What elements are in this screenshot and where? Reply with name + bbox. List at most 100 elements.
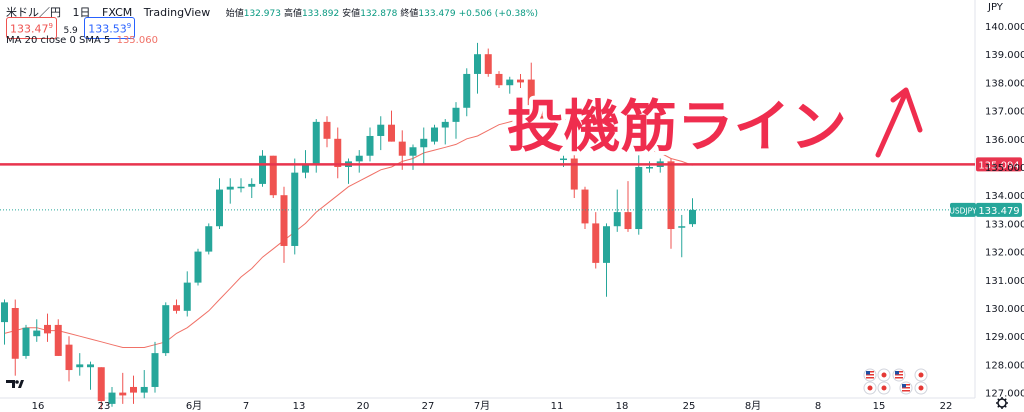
- sell-price-box[interactable]: 133.479: [6, 17, 57, 39]
- candle[interactable]: [388, 110, 395, 142]
- candle[interactable]: [162, 302, 170, 356]
- candle[interactable]: [603, 223, 610, 297]
- tradingview-logo-icon[interactable]: [6, 380, 24, 388]
- candle[interactable]: [506, 76, 514, 94]
- candle[interactable]: [205, 223, 213, 255]
- candle[interactable]: [474, 42, 481, 94]
- candle[interactable]: [11, 299, 19, 376]
- candle[interactable]: [517, 73, 524, 89]
- ma20-line: [4, 115, 693, 348]
- candle[interactable]: [183, 271, 191, 317]
- candle-body: [323, 121, 331, 139]
- candle-body: [151, 353, 159, 387]
- candle[interactable]: [323, 116, 331, 148]
- candle-body: [624, 212, 632, 230]
- candle[interactable]: [366, 127, 374, 162]
- candle[interactable]: [463, 68, 471, 117]
- gear-icon[interactable]: [996, 397, 1008, 409]
- us-flag-icon[interactable]: [863, 368, 877, 382]
- candle[interactable]: [280, 186, 288, 263]
- last-price-badge[interactable]: [976, 202, 1022, 217]
- candle[interactable]: [248, 178, 256, 199]
- flag-canton: [866, 371, 870, 375]
- candle[interactable]: [452, 102, 460, 139]
- symbol-badge[interactable]: [950, 202, 976, 217]
- candle-body: [1, 302, 8, 323]
- candle[interactable]: [237, 178, 245, 193]
- jp-flag-icon[interactable]: [877, 368, 891, 382]
- candle[interactable]: [291, 158, 299, 255]
- candle[interactable]: [592, 212, 600, 269]
- candle[interactable]: [22, 324, 30, 359]
- candle[interactable]: [76, 353, 84, 376]
- logo-part: [18, 380, 24, 388]
- candle[interactable]: [689, 198, 696, 227]
- candle[interactable]: [334, 127, 342, 179]
- time-tick-label: 18: [616, 401, 629, 412]
- candle[interactable]: [420, 127, 428, 165]
- price-tick-label: 135.000: [985, 163, 1024, 174]
- candle[interactable]: [173, 299, 180, 314]
- ohlc-label: 高値: [283, 9, 302, 19]
- candle[interactable]: [667, 158, 675, 249]
- candle[interactable]: [581, 186, 589, 230]
- candle[interactable]: [54, 319, 62, 356]
- jp-flag-icon[interactable]: [914, 381, 928, 395]
- symbol-name[interactable]: 米ドル／円: [6, 6, 61, 19]
- candle[interactable]: [431, 124, 438, 145]
- candle[interactable]: [216, 178, 223, 230]
- candle-body: [87, 364, 94, 368]
- candle[interactable]: [44, 313, 51, 342]
- us-flag-icon[interactable]: [892, 368, 906, 382]
- ma-legend[interactable]: MA 20 close 0 SMA 5 135.060: [6, 35, 158, 46]
- candle[interactable]: [119, 372, 127, 404]
- candle[interactable]: [87, 361, 94, 390]
- candle[interactable]: [678, 214, 686, 258]
- candle[interactable]: [65, 336, 73, 382]
- candle[interactable]: [377, 116, 385, 151]
- time-tick-label: 7: [243, 401, 249, 412]
- candle[interactable]: [624, 181, 632, 232]
- jp-flag-icon[interactable]: [877, 381, 891, 395]
- candle[interactable]: [355, 150, 363, 173]
- candle[interactable]: [33, 319, 41, 342]
- candle[interactable]: [1, 299, 8, 345]
- candle[interactable]: [194, 248, 202, 286]
- candle[interactable]: [226, 178, 234, 204]
- candle[interactable]: [259, 150, 266, 187]
- candle[interactable]: [527, 62, 535, 134]
- candle-body: [377, 124, 385, 136]
- candle[interactable]: [441, 119, 449, 145]
- currency-label: JPY: [987, 2, 1004, 13]
- candle[interactable]: [108, 386, 116, 407]
- gear-tooth: [1004, 398, 1007, 401]
- candle[interactable]: [151, 341, 159, 393]
- ohlc-label: 終値: [400, 9, 419, 19]
- flag-stripe: [902, 390, 910, 392]
- candle-body: [140, 386, 148, 393]
- ma-layer: [4, 115, 693, 348]
- flag-stripe: [866, 374, 874, 376]
- candle[interactable]: [549, 127, 557, 145]
- time-tick-label: 23: [98, 401, 111, 412]
- candle[interactable]: [140, 370, 148, 399]
- candle[interactable]: [495, 71, 503, 89]
- candle[interactable]: [538, 110, 546, 139]
- resistance-price-badge[interactable]: [976, 157, 1022, 172]
- candle[interactable]: [484, 48, 492, 77]
- annotation-outline: 投機筋ライン: [507, 95, 847, 160]
- interval-label[interactable]: 1日: [72, 6, 91, 19]
- candle-body: [269, 155, 277, 196]
- us-flag-icon[interactable]: [899, 381, 913, 395]
- buy-price-box[interactable]: 133.539: [84, 17, 136, 39]
- candle[interactable]: [130, 375, 137, 404]
- candle[interactable]: [613, 189, 621, 232]
- candle[interactable]: [97, 367, 105, 410]
- jp-flag-icon[interactable]: [914, 368, 928, 382]
- resistance-price-text: 135.094: [978, 160, 1019, 171]
- jp-flag-icon[interactable]: [863, 381, 877, 395]
- candle-body: [216, 189, 223, 227]
- candle-body: [506, 79, 514, 86]
- candle[interactable]: [269, 155, 277, 199]
